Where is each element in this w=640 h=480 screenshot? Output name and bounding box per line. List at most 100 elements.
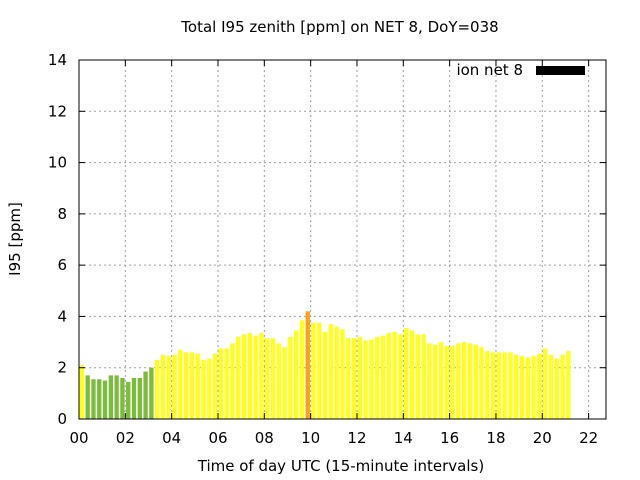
x-tick-label: 18 bbox=[486, 429, 505, 447]
bar bbox=[126, 381, 131, 419]
bar bbox=[120, 377, 125, 419]
bar bbox=[519, 356, 525, 419]
y-tick-label: 4 bbox=[57, 307, 67, 325]
bar bbox=[259, 333, 264, 419]
bar bbox=[328, 324, 334, 419]
bar bbox=[386, 333, 391, 419]
bar bbox=[155, 360, 160, 419]
bar bbox=[508, 352, 513, 419]
bar bbox=[201, 360, 206, 419]
bar bbox=[450, 345, 455, 419]
bar bbox=[137, 377, 142, 419]
bar bbox=[375, 336, 380, 419]
bar bbox=[85, 375, 90, 419]
x-tick-label: 04 bbox=[162, 429, 181, 447]
x-tick-label: 12 bbox=[347, 429, 366, 447]
bars bbox=[79, 311, 571, 419]
bar bbox=[432, 344, 438, 419]
bar bbox=[531, 356, 536, 419]
bar bbox=[311, 322, 316, 419]
bar bbox=[560, 354, 565, 419]
x-tick-label: 10 bbox=[301, 429, 320, 447]
bar bbox=[189, 352, 195, 419]
bar bbox=[195, 353, 200, 419]
bar bbox=[421, 334, 426, 419]
bar bbox=[548, 354, 554, 419]
x-tick-labels: 00 02 04 06 08 10 12 14 16 18 20 22 bbox=[69, 429, 598, 447]
bar bbox=[415, 334, 420, 419]
bar bbox=[461, 342, 467, 419]
x-tick-label: 08 bbox=[255, 429, 274, 447]
bar bbox=[102, 380, 108, 419]
bar bbox=[149, 367, 154, 419]
bar bbox=[322, 331, 328, 419]
y-tick-labels: 0 2 4 6 8 10 12 14 bbox=[48, 51, 67, 428]
bar bbox=[143, 371, 148, 419]
bar bbox=[265, 338, 270, 419]
x-tick-label: 20 bbox=[533, 429, 552, 447]
y-tick-label: 0 bbox=[57, 410, 67, 428]
bar bbox=[160, 354, 166, 419]
bar bbox=[241, 334, 247, 419]
bar bbox=[346, 338, 351, 419]
bar bbox=[131, 377, 137, 419]
bar bbox=[427, 343, 432, 419]
bar bbox=[317, 322, 322, 419]
bar bbox=[183, 352, 189, 419]
x-tick-label: 00 bbox=[69, 429, 88, 447]
bar bbox=[334, 326, 339, 419]
bar bbox=[253, 335, 258, 419]
bar bbox=[166, 356, 171, 419]
bar bbox=[224, 348, 229, 419]
bar bbox=[97, 379, 102, 419]
bar bbox=[502, 352, 507, 419]
bar bbox=[294, 330, 299, 419]
bar bbox=[340, 329, 345, 419]
bar bbox=[380, 335, 386, 419]
y-tick-label: 6 bbox=[57, 256, 67, 274]
bar bbox=[351, 338, 357, 419]
x-tick-label: 14 bbox=[394, 429, 413, 447]
bar bbox=[473, 344, 478, 419]
bar bbox=[178, 349, 183, 419]
bar bbox=[247, 333, 253, 419]
y-tick-label: 10 bbox=[48, 154, 67, 172]
bar bbox=[305, 311, 310, 419]
bar bbox=[172, 354, 177, 419]
bar bbox=[114, 375, 119, 419]
bar bbox=[230, 343, 235, 419]
bar bbox=[288, 336, 293, 419]
bar bbox=[207, 358, 212, 419]
legend-swatch bbox=[536, 66, 585, 75]
bar bbox=[496, 352, 502, 419]
bar bbox=[270, 338, 276, 419]
bar bbox=[485, 351, 490, 419]
bar bbox=[514, 354, 519, 419]
bar bbox=[566, 351, 571, 419]
chart-title: Total I95 zenith [ppm] on NET 8, DoY=038 bbox=[180, 18, 498, 36]
bar bbox=[299, 320, 305, 419]
bar bbox=[490, 352, 496, 419]
y-tick-label: 8 bbox=[57, 205, 67, 223]
bar bbox=[218, 348, 224, 419]
bar bbox=[236, 336, 241, 419]
bar bbox=[525, 357, 530, 419]
x-tick-label: 06 bbox=[208, 429, 227, 447]
x-tick-label: 02 bbox=[116, 429, 135, 447]
y-tick-label: 14 bbox=[48, 51, 67, 69]
bar bbox=[398, 334, 403, 419]
legend: ion net 8 bbox=[456, 61, 585, 79]
bar bbox=[108, 375, 114, 419]
bar bbox=[537, 353, 542, 419]
bar bbox=[79, 365, 85, 419]
bar bbox=[91, 379, 96, 419]
bar bbox=[543, 348, 548, 419]
y-axis-label: I95 [ppm] bbox=[6, 202, 24, 276]
bar bbox=[409, 330, 415, 419]
bar bbox=[438, 342, 444, 419]
bar bbox=[369, 339, 374, 419]
ticks bbox=[78, 59, 606, 420]
bar bbox=[392, 331, 397, 419]
y-tick-label: 12 bbox=[48, 102, 67, 120]
